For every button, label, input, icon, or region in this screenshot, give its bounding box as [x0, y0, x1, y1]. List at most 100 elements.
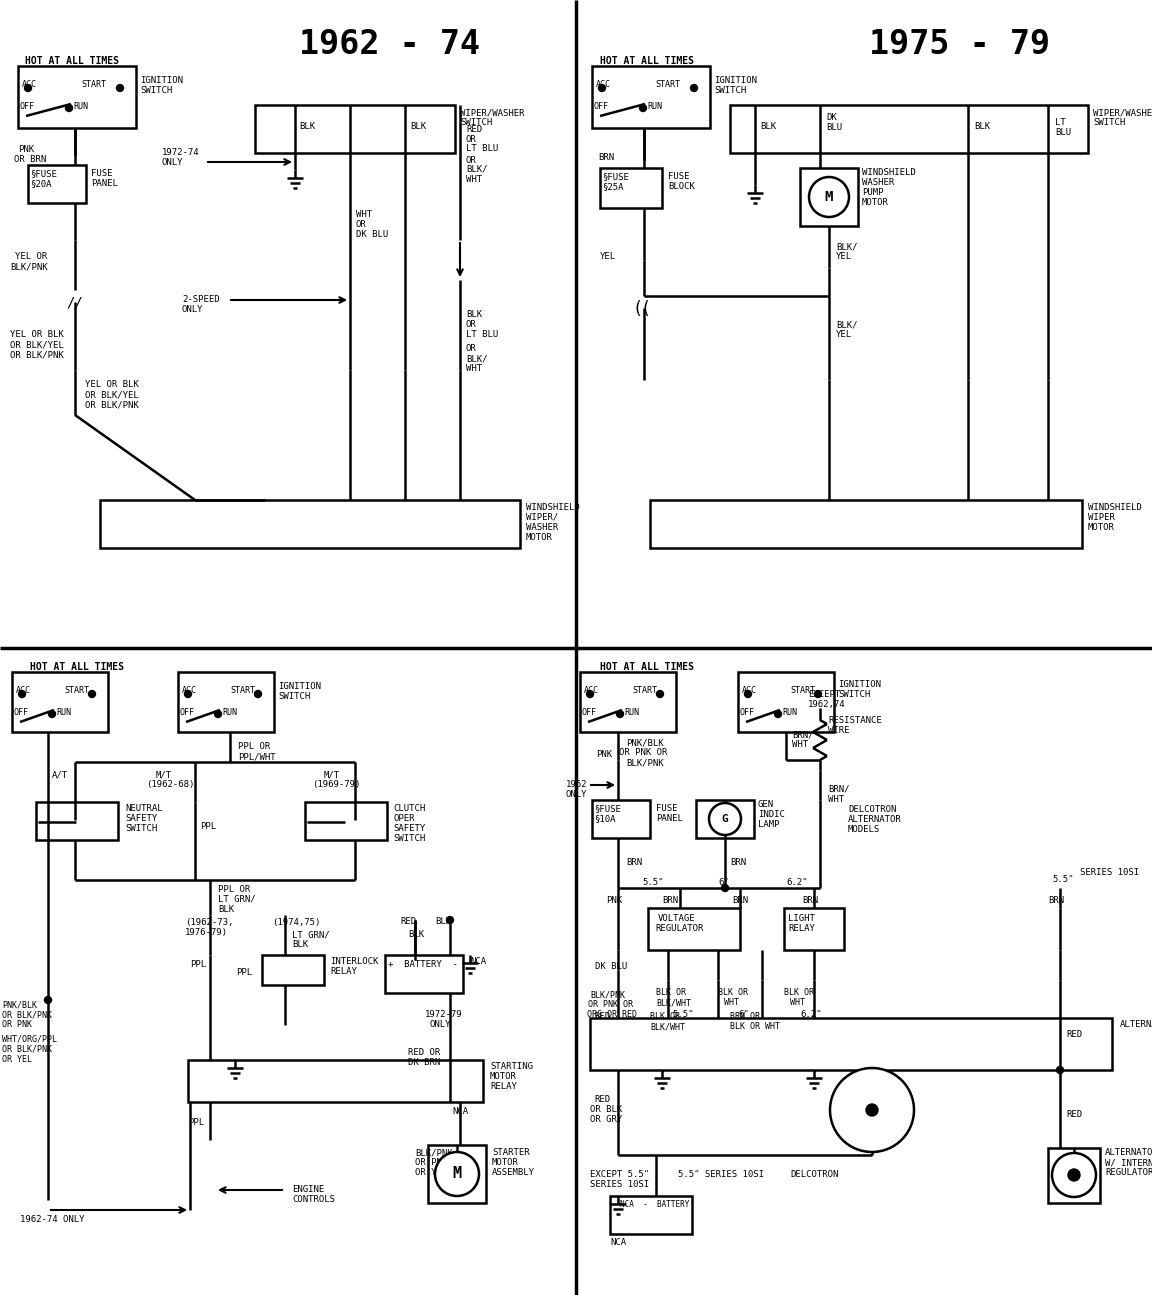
Text: OR PNK: OR PNK — [415, 1158, 447, 1167]
Circle shape — [774, 711, 781, 717]
Text: ONLY: ONLY — [430, 1020, 452, 1030]
Text: BLK: BLK — [467, 310, 483, 319]
Text: 1962,74: 1962,74 — [808, 701, 846, 708]
Circle shape — [89, 690, 96, 698]
Text: BLOCK: BLOCK — [668, 183, 695, 190]
Text: SWITCH: SWITCH — [278, 692, 310, 701]
Text: STARTING: STARTING — [490, 1062, 533, 1071]
Text: START: START — [632, 686, 657, 695]
Text: RUN: RUN — [73, 102, 88, 111]
Text: WASHER: WASHER — [526, 523, 559, 532]
Text: OR YEL: OR YEL — [415, 1168, 447, 1177]
Text: BLK OR: BLK OR — [650, 1011, 680, 1020]
Text: BRN: BRN — [626, 859, 642, 866]
Text: WINDSHIELD: WINDSHIELD — [1087, 502, 1142, 512]
Text: (: ( — [641, 300, 651, 319]
Text: 6.2": 6.2" — [799, 1010, 821, 1019]
Text: 5.5": 5.5" — [642, 878, 664, 887]
Text: OR BLK/YEL: OR BLK/YEL — [85, 390, 138, 399]
Text: IGNITION: IGNITION — [714, 76, 757, 85]
Text: SWITCH: SWITCH — [126, 824, 158, 833]
Bar — [592, 66, 710, 128]
Text: PNK: PNK — [606, 896, 622, 905]
Text: PNK/BLK: PNK/BLK — [626, 738, 664, 747]
Text: MOTOR: MOTOR — [1087, 523, 1115, 532]
Bar — [696, 800, 755, 838]
Text: NCA: NCA — [452, 1107, 468, 1116]
Bar — [590, 1018, 1112, 1070]
Text: PPL OR: PPL OR — [238, 742, 271, 751]
Text: SAFETY: SAFETY — [393, 824, 425, 833]
Text: OFF: OFF — [740, 708, 755, 717]
Text: M/T: M/T — [156, 771, 172, 780]
Text: ONLY: ONLY — [566, 790, 588, 799]
Text: REGULATOR: REGULATOR — [655, 925, 704, 932]
Text: BRN: BRN — [730, 859, 746, 866]
Text: ACC: ACC — [16, 686, 31, 695]
Text: BLK: BLK — [435, 917, 452, 926]
Text: WIPER: WIPER — [1087, 513, 1115, 522]
Bar — [179, 672, 274, 732]
Bar — [738, 672, 834, 732]
Circle shape — [45, 996, 52, 1004]
Text: BRN: BRN — [802, 896, 818, 905]
Text: START: START — [81, 80, 106, 89]
Text: BLK: BLK — [300, 122, 316, 131]
Text: NCA: NCA — [611, 1238, 627, 1247]
Text: IGNITION: IGNITION — [838, 680, 881, 689]
Text: SWITCH: SWITCH — [141, 85, 173, 95]
Text: PNK: PNK — [596, 750, 612, 759]
Text: RELAY: RELAY — [329, 967, 357, 976]
Text: MOTOR: MOTOR — [526, 534, 553, 543]
Text: OR PNK: OR PNK — [2, 1020, 32, 1030]
Text: BLK/WHT: BLK/WHT — [655, 998, 691, 1008]
Text: SWITCH: SWITCH — [460, 118, 492, 127]
Text: (1962-73,: (1962-73, — [185, 918, 234, 927]
Text: LT: LT — [1055, 118, 1066, 127]
Text: ORG OR RED: ORG OR RED — [588, 1010, 637, 1019]
Circle shape — [814, 690, 821, 698]
Text: SWITCH: SWITCH — [1093, 118, 1126, 127]
Text: MOTOR: MOTOR — [492, 1158, 518, 1167]
Circle shape — [744, 690, 751, 698]
Text: 1962-74 ONLY: 1962-74 ONLY — [20, 1215, 84, 1224]
Text: BLK/WHT: BLK/WHT — [650, 1022, 685, 1031]
Bar — [647, 908, 740, 951]
Text: INTERLOCK: INTERLOCK — [329, 957, 378, 966]
Text: OR GRY: OR GRY — [590, 1115, 622, 1124]
Text: 5.5" SERIES 10SI: 5.5" SERIES 10SI — [679, 1169, 764, 1178]
Text: YEL OR: YEL OR — [15, 253, 47, 262]
Text: RED OR: RED OR — [408, 1048, 440, 1057]
Text: §25A: §25A — [602, 183, 623, 190]
Text: RUN: RUN — [647, 102, 662, 111]
Text: 5.5": 5.5" — [1052, 875, 1074, 884]
Text: BLK: BLK — [410, 122, 426, 131]
Text: WHT: WHT — [793, 739, 808, 749]
Text: IGNITION: IGNITION — [141, 76, 183, 85]
Text: OR BLK/PNK: OR BLK/PNK — [2, 1010, 52, 1019]
Bar — [730, 105, 1087, 153]
Text: LT BLU: LT BLU — [467, 144, 499, 153]
Text: YEL: YEL — [836, 330, 852, 339]
Text: ACC: ACC — [742, 686, 757, 695]
Text: CLUTCH: CLUTCH — [393, 804, 425, 813]
Text: §20A: §20A — [30, 179, 52, 188]
Circle shape — [255, 690, 262, 698]
Text: GEN: GEN — [758, 800, 774, 809]
Text: SWITCH: SWITCH — [714, 85, 746, 95]
Circle shape — [24, 84, 31, 92]
Text: SAFETY: SAFETY — [126, 815, 158, 824]
Bar — [799, 168, 858, 227]
Circle shape — [1052, 1153, 1096, 1197]
Text: OR YEL: OR YEL — [2, 1055, 32, 1064]
Text: (1969-79): (1969-79) — [312, 780, 361, 789]
Text: ACC: ACC — [182, 686, 197, 695]
Text: WINDSHIELD: WINDSHIELD — [526, 502, 579, 512]
Text: §FUSE: §FUSE — [602, 172, 629, 181]
Bar — [611, 1197, 692, 1234]
Text: BLK OR WHT: BLK OR WHT — [730, 1022, 780, 1031]
Text: MOTOR: MOTOR — [862, 198, 889, 207]
Text: WIRE: WIRE — [828, 726, 849, 736]
Circle shape — [639, 105, 646, 111]
Text: DK: DK — [826, 113, 836, 122]
